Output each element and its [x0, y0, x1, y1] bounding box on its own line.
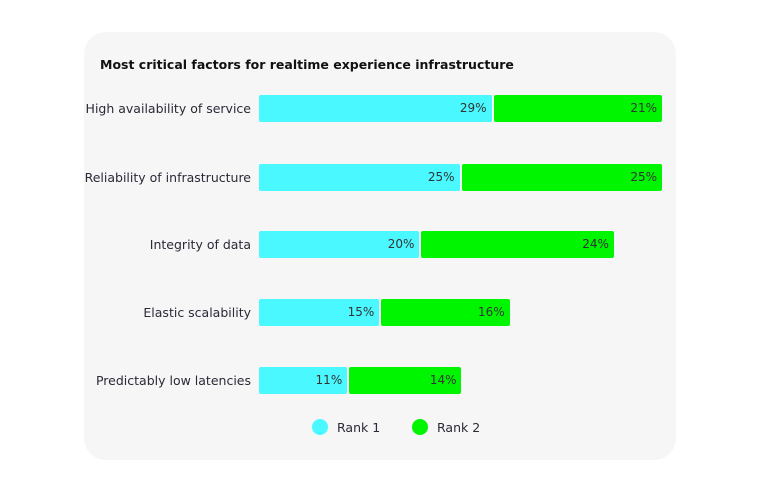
- data-label: 25%: [630, 170, 657, 184]
- bar-1: 15%: [259, 299, 380, 326]
- data-label: 20%: [387, 237, 415, 251]
- bar-2: 16%: [381, 299, 510, 326]
- data-label: 11%: [315, 373, 343, 387]
- chart-title: Most critical factors for realtime exper…: [100, 57, 514, 72]
- bar-2: 21%: [493, 95, 662, 122]
- category-label: Integrity of data: [149, 237, 251, 252]
- bar-1: 29%: [259, 95, 492, 122]
- category-label: Elastic scalability: [143, 305, 251, 320]
- data-label: 21%: [630, 101, 657, 115]
- data-label: 24%: [582, 237, 609, 251]
- legend-swatch: [312, 419, 328, 435]
- legend-item: Rank 2: [412, 419, 480, 435]
- legend-item: Rank 1: [312, 419, 380, 435]
- category-label: Predictably low latencies: [95, 373, 251, 388]
- legend-swatch: [412, 419, 428, 435]
- bar-2: 24%: [421, 231, 614, 258]
- bar-1: 11%: [259, 367, 348, 394]
- category-label: High availability of service: [85, 101, 251, 116]
- category-label: Reliability of infrastructure: [84, 170, 251, 185]
- legend-label: Rank 1: [337, 419, 381, 435]
- legend-label: Rank 2: [437, 419, 481, 435]
- data-label: 25%: [427, 170, 455, 184]
- data-label: 15%: [347, 305, 375, 319]
- bar-1: 20%: [259, 231, 420, 258]
- data-label: 29%: [459, 101, 487, 115]
- data-label: 14%: [429, 373, 457, 387]
- bar-1: 25%: [259, 164, 460, 191]
- bar-2: 14%: [349, 367, 462, 394]
- data-label: 16%: [477, 305, 505, 319]
- bar-2: 25%: [461, 164, 662, 191]
